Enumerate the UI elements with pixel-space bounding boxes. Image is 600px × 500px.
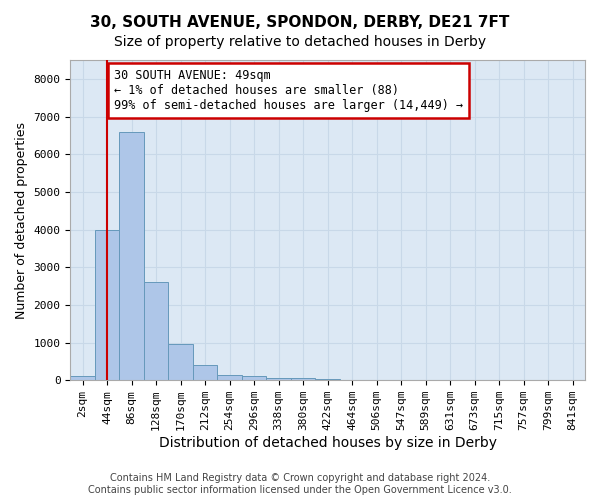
Bar	[266, 378, 291, 380]
Bar	[169, 344, 193, 380]
Bar	[70, 376, 95, 380]
Text: 30, SOUTH AVENUE, SPONDON, DERBY, DE21 7FT: 30, SOUTH AVENUE, SPONDON, DERBY, DE21 7…	[91, 15, 509, 30]
Bar	[119, 132, 144, 380]
X-axis label: Distribution of detached houses by size in Derby: Distribution of detached houses by size …	[158, 436, 497, 450]
Bar	[242, 376, 266, 380]
Text: 30 SOUTH AVENUE: 49sqm
← 1% of detached houses are smaller (88)
99% of semi-deta: 30 SOUTH AVENUE: 49sqm ← 1% of detached …	[115, 68, 464, 112]
Text: Contains HM Land Registry data © Crown copyright and database right 2024.
Contai: Contains HM Land Registry data © Crown c…	[88, 474, 512, 495]
Bar	[291, 378, 316, 380]
Bar	[217, 374, 242, 380]
Bar	[193, 365, 217, 380]
Y-axis label: Number of detached properties: Number of detached properties	[15, 122, 28, 318]
Bar	[95, 230, 119, 380]
Bar	[316, 379, 340, 380]
Text: Size of property relative to detached houses in Derby: Size of property relative to detached ho…	[114, 35, 486, 49]
Bar	[144, 282, 169, 380]
